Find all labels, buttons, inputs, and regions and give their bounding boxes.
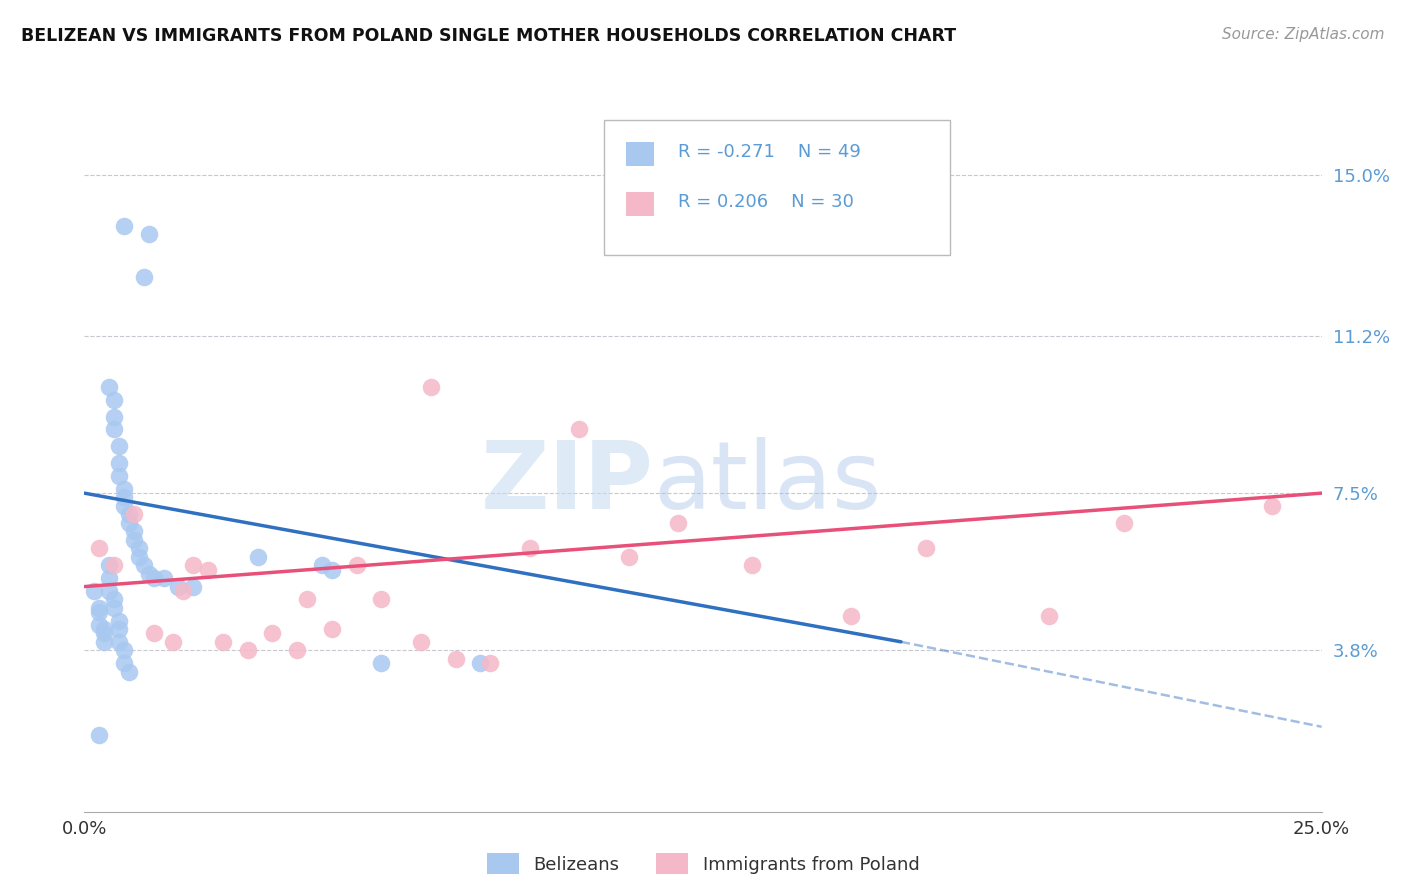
Point [132,269,155,284]
Point [108,635,131,649]
Point [93,626,115,640]
Point [98,380,121,394]
Text: ZIP: ZIP [481,437,654,530]
Point [103,592,125,607]
Point [321,622,343,636]
Point [370,656,392,670]
Point [118,508,141,522]
Point [83,583,105,598]
Point [108,614,131,628]
Point [617,549,640,564]
Point [108,622,131,636]
Point [103,392,125,407]
Point [666,516,689,530]
Point [741,558,763,573]
Point [311,558,333,573]
Point [112,643,135,657]
Point [181,580,204,594]
Point [112,219,135,233]
Point [108,469,131,483]
Point [172,583,194,598]
Point [212,635,235,649]
Point [568,422,591,436]
Point [112,482,135,496]
Point [122,524,145,539]
FancyBboxPatch shape [605,120,950,255]
Point [197,563,219,577]
Point [98,583,121,598]
FancyBboxPatch shape [626,193,654,216]
Text: atlas: atlas [654,437,882,530]
Point [93,622,115,636]
Point [138,227,160,241]
Point [98,558,121,573]
Point [262,626,284,640]
Point [841,609,863,624]
Point [152,571,174,585]
Point [103,600,125,615]
Point [112,499,135,513]
Text: Source: ZipAtlas.com: Source: ZipAtlas.com [1222,27,1385,42]
Point [98,571,121,585]
Point [285,643,308,657]
Point [89,605,111,619]
Point [409,635,432,649]
Text: BELIZEAN VS IMMIGRANTS FROM POLAND SINGLE MOTHER HOUSEHOLDS CORRELATION CHART: BELIZEAN VS IMMIGRANTS FROM POLAND SINGL… [21,27,956,45]
Point [108,439,131,453]
Point [167,580,190,594]
Point [89,541,111,556]
Point [1038,609,1060,624]
Point [118,516,141,530]
Point [108,457,131,471]
Point [370,592,392,607]
Point [132,558,155,573]
Point [236,643,259,657]
FancyBboxPatch shape [626,143,654,166]
Point [295,592,318,607]
Point [1112,516,1135,530]
Point [118,665,141,679]
Point [89,600,111,615]
Point [346,558,368,573]
Point [103,558,125,573]
Point [181,558,204,573]
Point [419,380,441,394]
Point [128,549,150,564]
Point [103,409,125,424]
Point [914,541,936,556]
Point [444,652,467,666]
Legend: Belizeans, Immigrants from Poland: Belizeans, Immigrants from Poland [479,846,927,881]
Point [519,541,541,556]
Point [479,656,502,670]
Point [122,533,145,547]
Point [93,635,115,649]
Point [138,566,160,581]
Point [246,549,269,564]
Point [128,541,150,556]
Point [142,571,165,585]
Text: R = -0.271    N = 49: R = -0.271 N = 49 [678,143,860,161]
Point [89,728,111,742]
Point [112,656,135,670]
Point [321,563,343,577]
Point [112,491,135,505]
Point [122,508,145,522]
Text: R = 0.206    N = 30: R = 0.206 N = 30 [678,193,853,211]
Point [89,617,111,632]
Point [162,635,184,649]
Point [470,656,492,670]
Point [103,422,125,436]
Point [1261,499,1284,513]
Point [142,626,165,640]
